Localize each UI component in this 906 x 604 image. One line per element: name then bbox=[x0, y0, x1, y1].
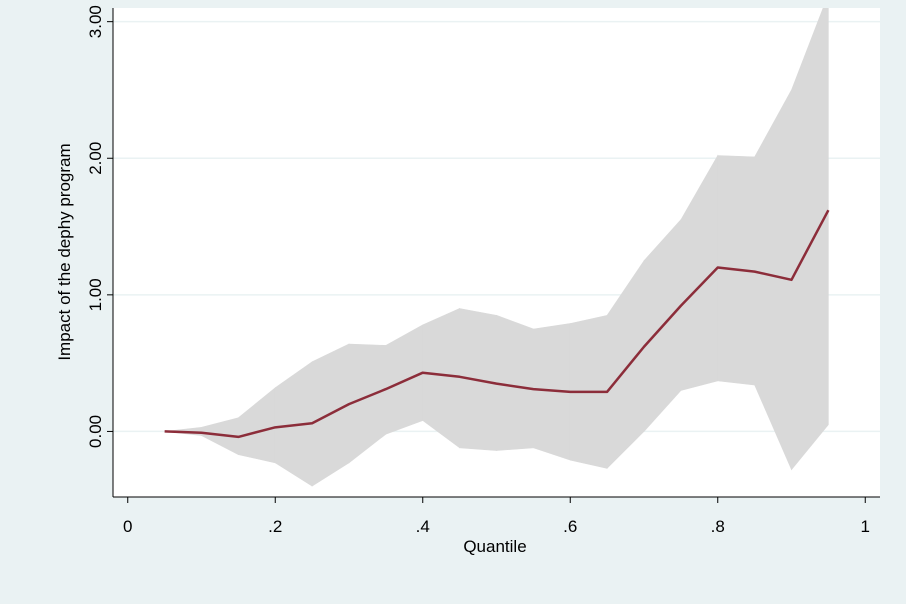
y-tick-label: 3.00 bbox=[86, 5, 105, 38]
confidence-band bbox=[496, 314, 534, 451]
x-tick-label: .2 bbox=[268, 517, 282, 536]
y-tick-label: 0.00 bbox=[86, 415, 105, 448]
x-tick-label: .8 bbox=[711, 517, 725, 536]
confidence-band bbox=[791, 8, 829, 471]
y-tick-label: 1.00 bbox=[86, 278, 105, 311]
x-axis-label: Quantile bbox=[463, 537, 526, 556]
y-tick-label: 2.00 bbox=[86, 142, 105, 175]
y-axis-label: Impact of the dephy program bbox=[55, 143, 74, 360]
x-tick-label: .4 bbox=[416, 517, 430, 536]
plot-area bbox=[164, 8, 830, 487]
x-tick-label: 1 bbox=[861, 517, 870, 536]
line bbox=[164, 209, 830, 439]
x-tick-label: 0 bbox=[123, 517, 132, 536]
x-tick-label: .6 bbox=[563, 517, 577, 536]
axes: 0.00 1.00 2.00 3.00 0 .2 .4 .6 .8 1 bbox=[86, 5, 880, 536]
